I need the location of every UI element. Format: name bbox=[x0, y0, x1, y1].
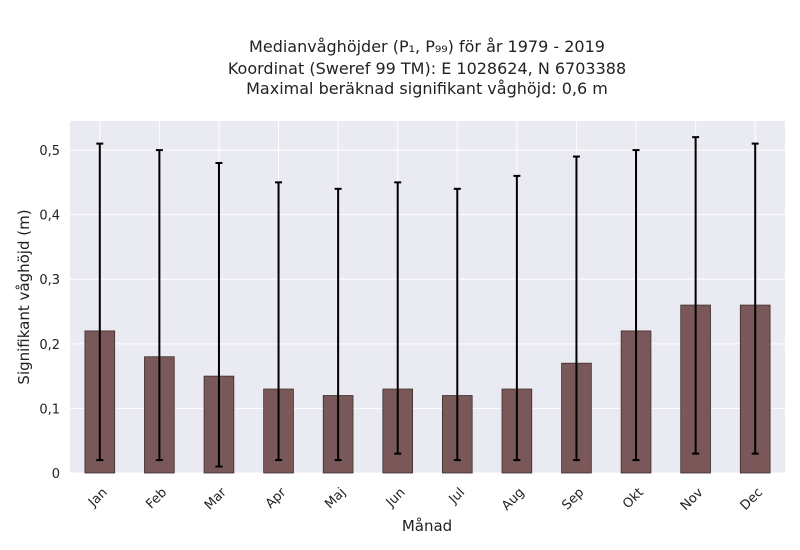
x-tick-label-okt: Okt bbox=[620, 485, 647, 512]
error-bar-jul bbox=[453, 187, 461, 462]
x-tick-label-jul: Jul bbox=[446, 485, 468, 507]
x-tick-label-aug: Aug bbox=[499, 485, 528, 514]
y-axis-ticks: 0 0,1 0,2 0,3 0,4 0,5 bbox=[39, 144, 60, 482]
x-tick-label-feb: Feb bbox=[143, 485, 170, 512]
chart-title-line-1: Medianvåghöjder (P₁, P₉₉) för år 1979 - … bbox=[249, 37, 605, 56]
x-tick-label-mar: Mar bbox=[202, 485, 230, 513]
error-bar-mar bbox=[215, 161, 223, 468]
y-tick-label: 0,1 bbox=[39, 402, 60, 417]
error-bar-apr bbox=[275, 181, 283, 462]
x-tick-label-maj: Maj bbox=[322, 485, 349, 512]
y-tick-label: 0,5 bbox=[39, 144, 60, 159]
x-tick-label-sep: Sep bbox=[559, 485, 587, 513]
error-bar-jan bbox=[96, 142, 104, 462]
chart-title-line-3: Maximal beräknad signifikant våghöjd: 0,… bbox=[246, 79, 608, 98]
chart-title: Medianvåghöjder (P₁, P₉₉) för år 1979 - … bbox=[228, 37, 626, 98]
y-tick-label: 0,3 bbox=[39, 273, 60, 288]
error-bar-dec bbox=[751, 142, 759, 455]
x-tick-label-dec: Dec bbox=[738, 485, 766, 513]
x-axis-ticks: Jan Feb Mar Apr Maj Jun Jul Aug Sep Okt Nov Dec bbox=[85, 485, 766, 514]
error-bar-maj bbox=[334, 187, 342, 462]
error-bar-jun bbox=[394, 181, 402, 455]
x-tick-label-apr: Apr bbox=[263, 485, 290, 512]
plot-area bbox=[70, 121, 785, 473]
chart-title-line-2: Koordinat (Sweref 99 TM): E 1028624, N 6… bbox=[228, 59, 626, 78]
y-tick-label: 0 bbox=[52, 467, 60, 482]
y-tick-label: 0,2 bbox=[39, 338, 60, 353]
y-tick-label: 0,4 bbox=[39, 209, 60, 224]
error-bar-nov bbox=[692, 136, 700, 455]
x-tick-label-jun: Jun bbox=[383, 485, 409, 511]
x-tick-label-jan: Jan bbox=[85, 485, 110, 510]
error-bar-feb bbox=[155, 149, 163, 462]
error-bar-aug bbox=[513, 174, 521, 462]
error-bar-okt bbox=[632, 149, 640, 462]
x-tick-label-nov: Nov bbox=[678, 485, 707, 514]
y-axis-label: Signifikant våghöjd (m) bbox=[15, 209, 33, 384]
x-axis-label: Månad bbox=[402, 517, 452, 535]
error-bars bbox=[96, 136, 759, 468]
error-bar-sep bbox=[572, 155, 580, 462]
